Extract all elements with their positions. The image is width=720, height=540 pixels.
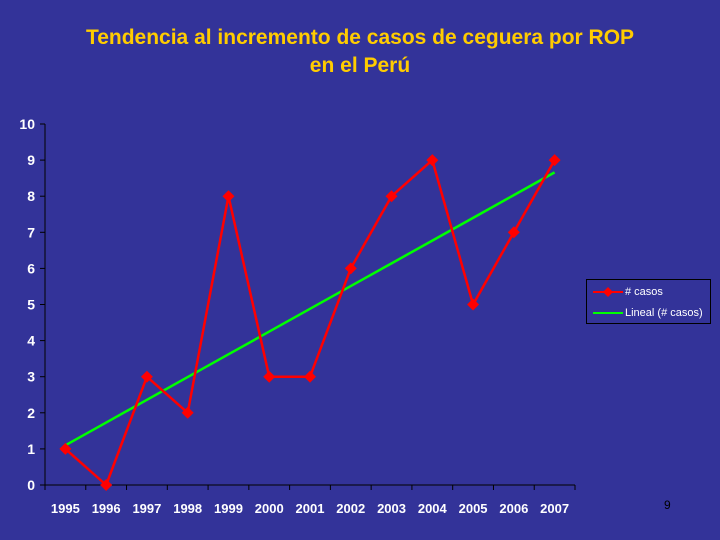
y-tick-label: 6 (27, 260, 35, 276)
tick-labels: 0 1 2 3 4 5 6 7 8 9 10 1995 1996 1997 1998 1999 2000 2001… (19, 116, 569, 516)
y-tick-label: 2 (27, 405, 35, 421)
x-tick-label: 2006 (499, 501, 528, 516)
trendline-layer (64, 171, 556, 447)
y-tick-label: 7 (27, 224, 35, 240)
chart-title: Tendencia al incremento de casos de cegu… (60, 24, 660, 80)
data-point (263, 370, 276, 383)
x-tick-label: 1995 (51, 501, 80, 516)
x-tick-label: 2004 (418, 501, 448, 516)
data-point (181, 406, 194, 419)
x-tick-label: 1996 (92, 501, 121, 516)
legend-swatch-lineal (593, 312, 623, 314)
data-point (344, 262, 357, 275)
y-tick-label: 3 (27, 369, 35, 385)
y-tick-label: 4 (27, 333, 35, 349)
data-point (304, 370, 316, 383)
data-point (426, 154, 439, 167)
x-tick-label: 2007 (540, 501, 569, 516)
data-point (100, 479, 113, 491)
x-tick-label: 2003 (377, 501, 406, 516)
y-tick-label: 0 (27, 477, 35, 493)
y-tick-label: 1 (27, 441, 35, 457)
legend-label-casos: # casos (625, 286, 663, 298)
y-tick-label: 8 (27, 188, 35, 204)
x-tick-label: 1999 (214, 501, 243, 516)
x-tick-label: 1998 (173, 501, 202, 516)
data-point (222, 190, 235, 203)
data-point (507, 226, 520, 239)
chart-title-line-1: Tendencia al incremento de casos de cegu… (85, 26, 635, 49)
legend-swatch-casos (593, 287, 623, 297)
data-point (140, 370, 153, 383)
x-tick-label: 1997 (132, 501, 161, 516)
series-line-casos (64, 158, 556, 487)
slide-number: 9 (664, 498, 671, 512)
series-layer (59, 154, 561, 491)
legend-item-casos: # casos (593, 285, 663, 299)
data-point (59, 442, 72, 455)
data-point (467, 298, 480, 311)
legend-label-lineal: Lineal (# casos) (625, 307, 703, 319)
x-tick-label: 2001 (296, 501, 325, 516)
axes (40, 123, 576, 490)
x-tick-label: 2000 (255, 501, 284, 516)
y-tick-label: 5 (27, 297, 35, 313)
data-point (548, 154, 561, 167)
legend: # casos Lineal (# casos) (586, 279, 711, 324)
x-tick-label: 2005 (459, 501, 488, 516)
y-tick-label: 10 (19, 116, 35, 132)
data-point (385, 190, 398, 203)
trendline (64, 171, 556, 447)
x-tick-label: 2002 (336, 501, 365, 516)
chart-title-line-2: en el Perú (309, 54, 411, 77)
legend-item-lineal: Lineal (# casos) (593, 306, 703, 320)
y-tick-label: 9 (27, 152, 35, 168)
